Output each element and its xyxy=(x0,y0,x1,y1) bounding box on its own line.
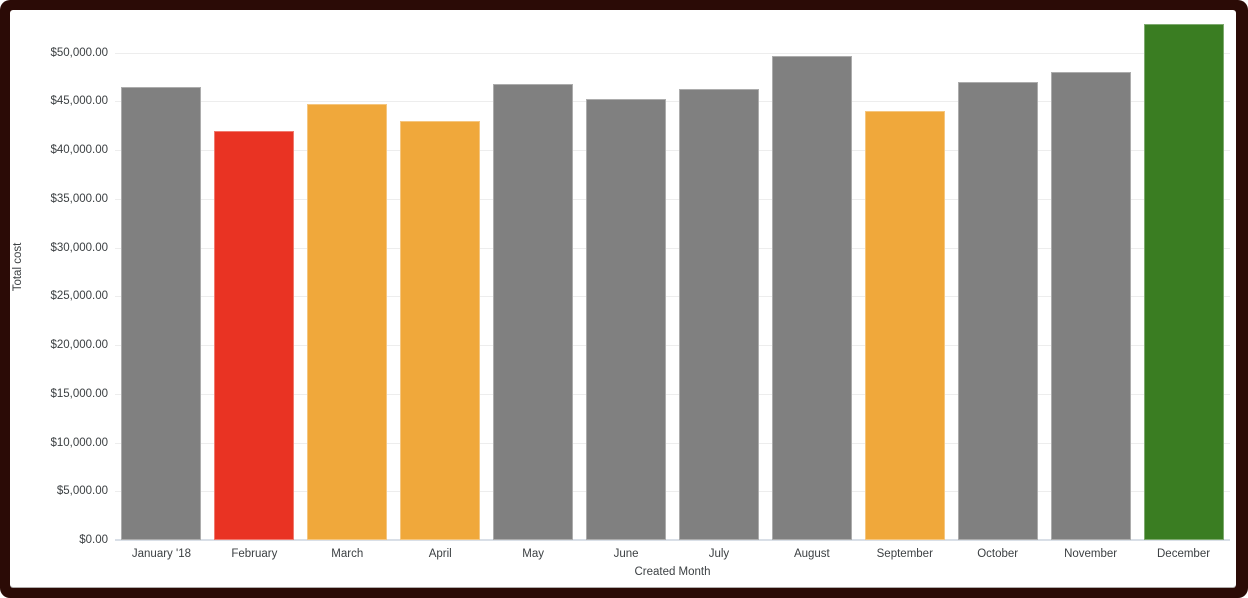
y-tick-label-40000: $40,000.00 xyxy=(50,144,108,157)
y-tick-label-20000: $20,000.00 xyxy=(50,339,108,352)
y-axis-title: Total cost xyxy=(12,242,24,292)
x-tick-label-august: August xyxy=(793,548,830,560)
bar-january-18[interactable] xyxy=(121,86,202,540)
gridline-5000 xyxy=(115,491,1230,493)
x-tick-label-may: May xyxy=(522,548,544,560)
bar-may[interactable] xyxy=(493,83,574,540)
y-tick-label-45000: $45,000.00 xyxy=(50,95,108,108)
bar-april[interactable] xyxy=(400,120,481,540)
x-tick-label-march: March xyxy=(331,548,364,560)
y-tick-label-35000: $35,000.00 xyxy=(50,192,108,205)
x-tick-label-june: June xyxy=(613,548,639,560)
x-tick-label-february: February xyxy=(231,548,278,560)
y-tick-label-50000: $50,000.00 xyxy=(50,46,108,59)
bar-march[interactable] xyxy=(307,104,388,540)
y-tick-label-10000: $10,000.00 xyxy=(50,436,108,449)
bar-november[interactable] xyxy=(1050,72,1131,540)
gridline-50000 xyxy=(115,52,1230,54)
y-tick-label-25000: $25,000.00 xyxy=(50,290,108,303)
bar-chart: $0.00 $5,000.00 $10,000.00 $15,000.00 $20,00… xyxy=(10,10,1236,587)
gridline-30000 xyxy=(115,247,1230,249)
gridline-20000 xyxy=(115,345,1230,347)
x-tick-label-january-18: January '18 xyxy=(131,548,191,560)
gridline-0 xyxy=(115,539,1230,541)
x-tick-label-july: July xyxy=(708,548,730,560)
x-tick-label-october: October xyxy=(977,548,1019,560)
bar-august[interactable] xyxy=(771,55,852,540)
x-tick-label-december: December xyxy=(1157,548,1211,560)
gridline-15000 xyxy=(115,393,1230,395)
bar-february[interactable] xyxy=(214,130,295,540)
bar-june[interactable] xyxy=(586,99,667,540)
bar-july[interactable] xyxy=(678,88,759,540)
bar-october[interactable] xyxy=(957,81,1038,540)
gridline-10000 xyxy=(115,442,1230,444)
chart-card: $0.00 $5,000.00 $10,000.00 $15,000.00 $20,00… xyxy=(10,10,1236,587)
x-tick-label-april: April xyxy=(428,548,452,560)
y-tick-label-5000: $5,000.00 xyxy=(56,485,108,498)
x-tick-label-september: September xyxy=(876,548,933,560)
bar-december[interactable] xyxy=(1143,24,1224,540)
y-tick-label-0: $0.00 xyxy=(79,534,108,546)
y-tick-label-15000: $15,000.00 xyxy=(50,387,108,400)
bar-september[interactable] xyxy=(864,111,945,540)
y-tick-label-30000: $30,000.00 xyxy=(50,241,108,254)
x-axis-title: Created Month xyxy=(634,566,711,578)
gridline-40000 xyxy=(115,150,1230,152)
gridline-35000 xyxy=(115,198,1230,200)
gridline-25000 xyxy=(115,296,1230,298)
gridline-45000 xyxy=(115,101,1230,103)
x-tick-label-november: November xyxy=(1064,548,1118,560)
